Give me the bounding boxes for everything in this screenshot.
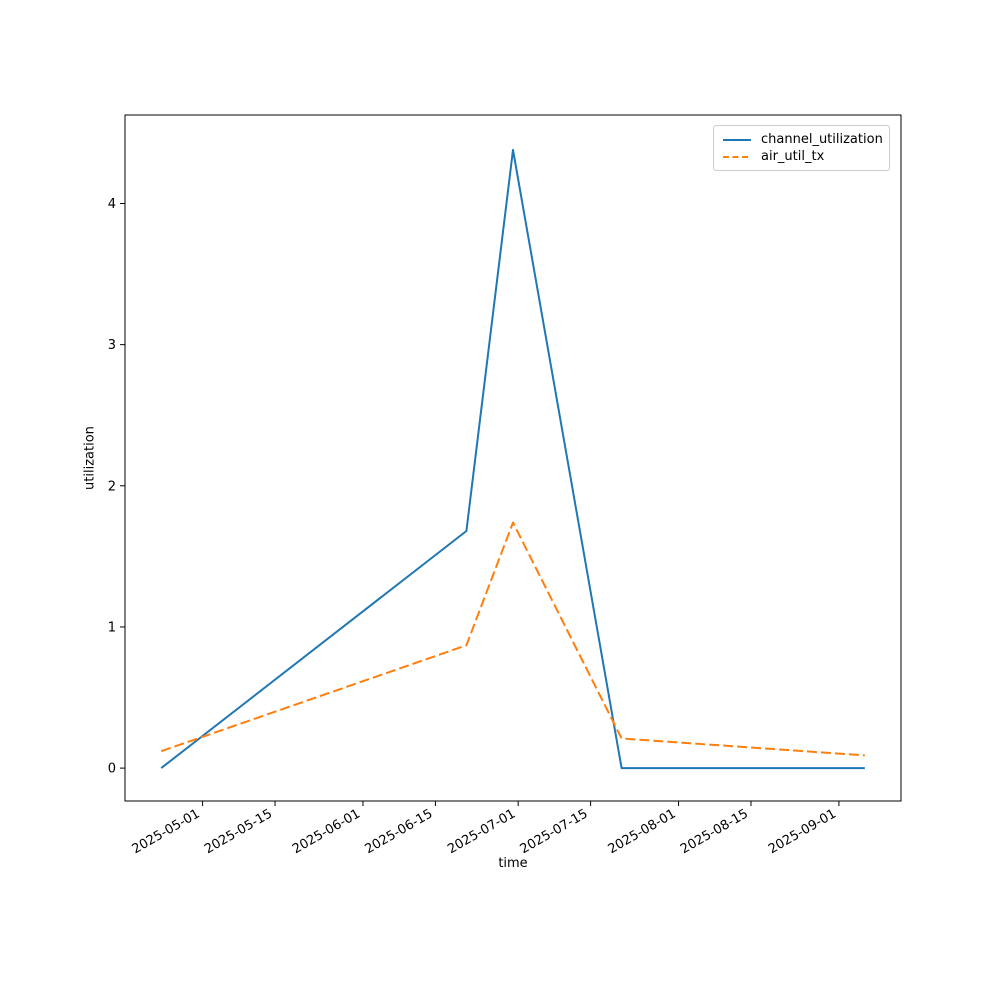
y-tick-label: 1 bbox=[108, 620, 116, 635]
x-tick-label: 2025-07-15 bbox=[518, 806, 591, 857]
y-axis-title: utilization bbox=[82, 426, 98, 490]
series-line-channel_utilization bbox=[160, 148, 865, 770]
x-tick-label: 2025-09-01 bbox=[766, 806, 839, 857]
x-tick-label: 2025-06-01 bbox=[290, 806, 363, 857]
y-tick-label: 0 bbox=[108, 762, 116, 777]
legend-label-channel-utilization: channel_utilization bbox=[761, 132, 883, 147]
legend-label-air-util-tx: air_util_tx bbox=[761, 149, 825, 164]
y-tick-label: 4 bbox=[108, 197, 116, 212]
x-tick-label: 2025-08-15 bbox=[678, 806, 751, 857]
legend: channel_utilization air_util_tx bbox=[713, 125, 890, 171]
axes-frame bbox=[124, 114, 902, 802]
legend-line-solid-icon bbox=[723, 138, 751, 141]
x-tick-label: 2025-06-15 bbox=[362, 806, 435, 857]
legend-item-channel-utilization: channel_utilization bbox=[722, 132, 883, 147]
x-tick-label: 2025-07-01 bbox=[445, 806, 518, 857]
x-tick-label: 2025-05-01 bbox=[130, 806, 203, 857]
x-tick-label: 2025-08-01 bbox=[606, 806, 679, 857]
x-axis-title: time bbox=[498, 856, 528, 871]
y-tick-label: 2 bbox=[108, 479, 116, 494]
y-tick-label: 3 bbox=[108, 338, 116, 353]
series-line-air_util_tx bbox=[160, 521, 865, 757]
legend-line-dashed-icon bbox=[723, 155, 751, 158]
legend-item-air-util-tx: air_util_tx bbox=[722, 150, 881, 164]
x-tick-label: 2025-05-15 bbox=[202, 806, 275, 857]
